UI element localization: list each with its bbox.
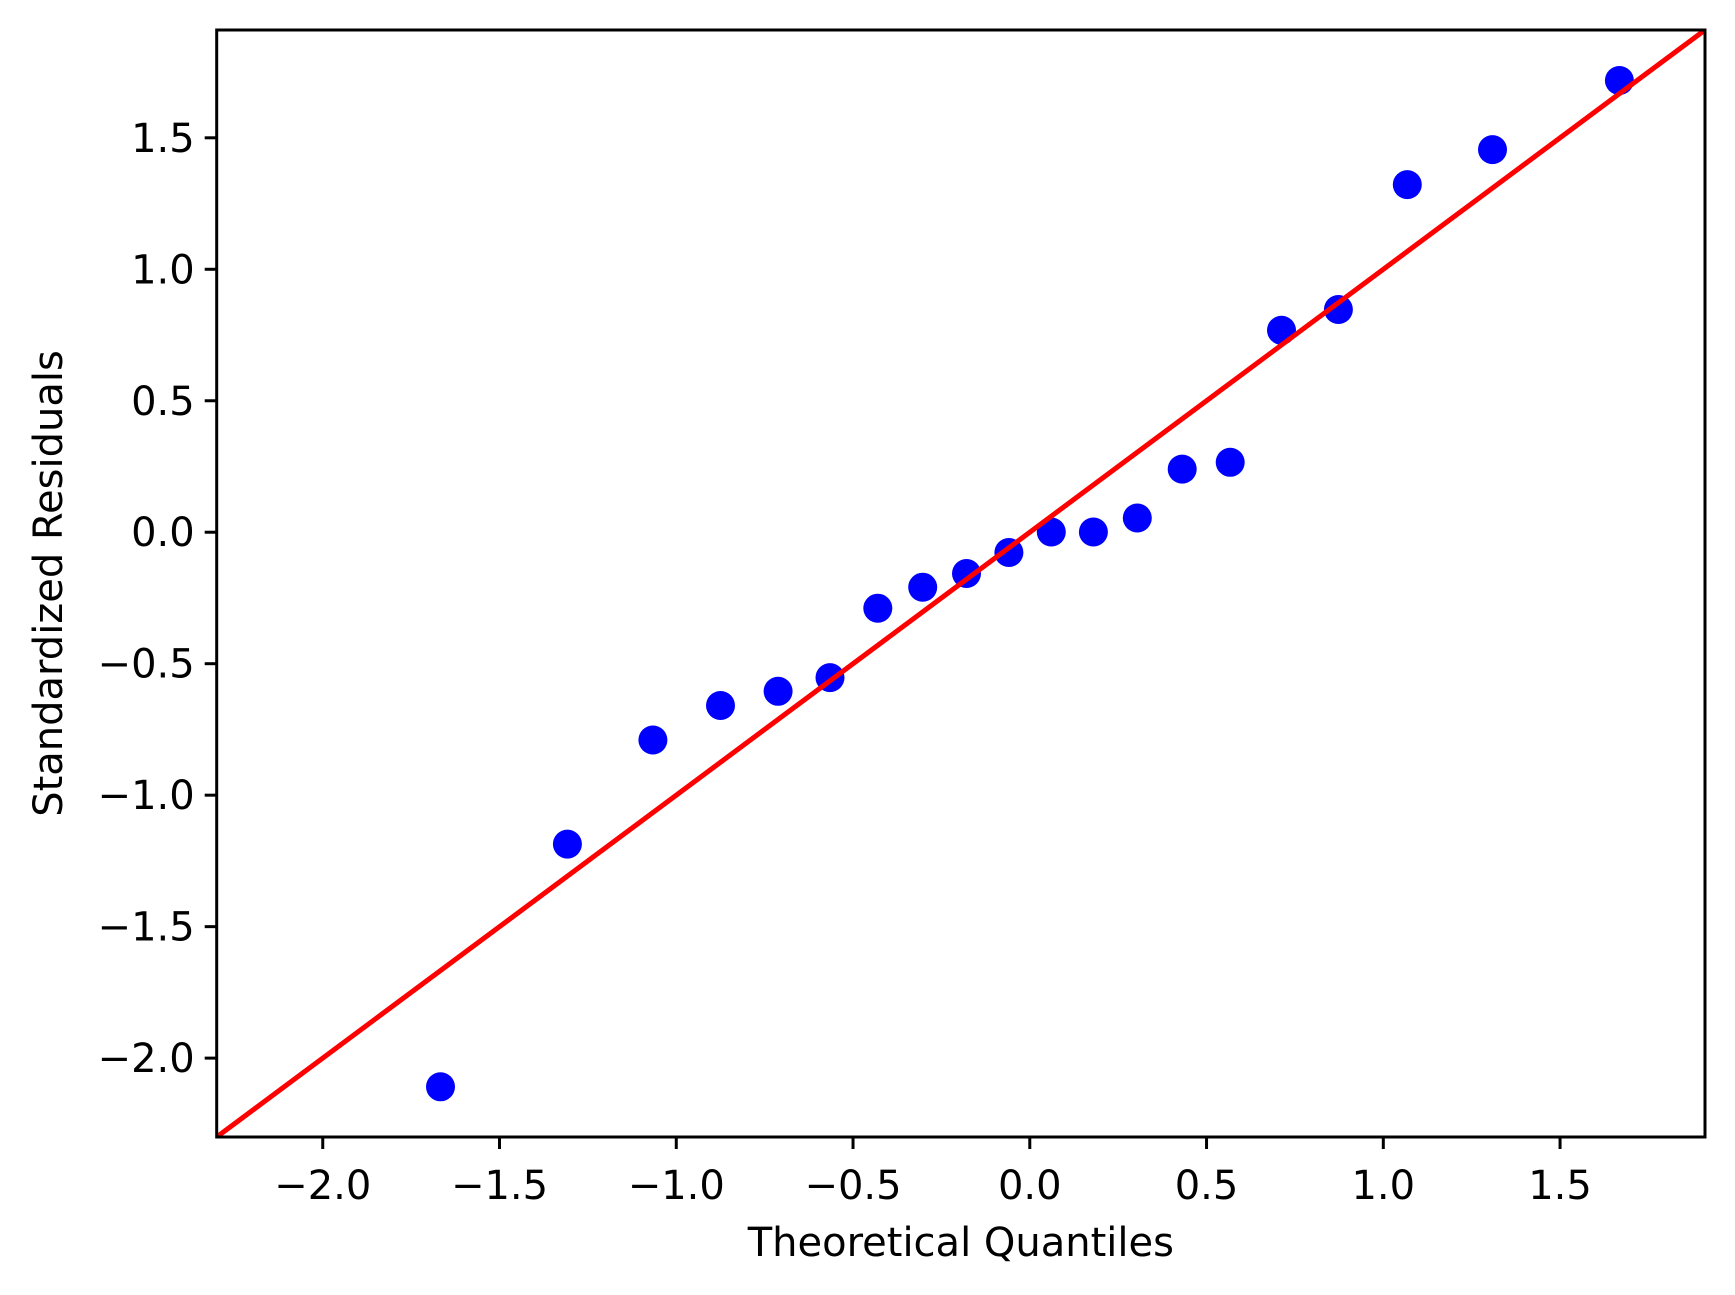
x-axis-ticks: −2.0 −1.5 −1.0 −0.5 0.0 0.5 1.0 1.5 bbox=[274, 1137, 1592, 1209]
y-tick-label: 0.5 bbox=[131, 379, 195, 425]
x-axis-label: Theoretical Quantiles bbox=[747, 1220, 1174, 1266]
y-tick-label: −0.5 bbox=[98, 642, 195, 688]
data-point bbox=[1392, 170, 1422, 200]
data-point bbox=[1122, 503, 1152, 533]
x-tick-label: 1.5 bbox=[1528, 1163, 1592, 1209]
x-tick-label: 1.0 bbox=[1351, 1163, 1415, 1209]
reference-line bbox=[216, 30, 1706, 1137]
x-tick-label: 0.0 bbox=[998, 1163, 1062, 1209]
axes-frame bbox=[215, 28, 1707, 1139]
data-point bbox=[1478, 135, 1507, 165]
data-point bbox=[1036, 517, 1066, 547]
plot-data-layer bbox=[216, 30, 1706, 1137]
data-point bbox=[763, 676, 793, 706]
y-tick-label: 0.0 bbox=[131, 510, 195, 556]
x-tick-label: −0.5 bbox=[804, 1163, 901, 1209]
y-tick-label: 1.0 bbox=[131, 247, 195, 293]
y-tick-label: −2.0 bbox=[98, 1036, 195, 1082]
x-tick-label: −1.0 bbox=[628, 1163, 725, 1209]
data-point bbox=[863, 593, 893, 623]
data-point bbox=[1078, 517, 1108, 547]
y-tick-label: −1.5 bbox=[98, 905, 195, 951]
data-point bbox=[706, 691, 735, 720]
x-tick-label: 0.5 bbox=[1175, 1163, 1239, 1209]
data-point bbox=[908, 572, 938, 602]
data-point bbox=[1167, 454, 1197, 484]
x-tick-label: −2.0 bbox=[274, 1163, 371, 1209]
x-tick-label: −1.5 bbox=[451, 1163, 548, 1209]
data-point bbox=[552, 829, 582, 859]
y-axis-ticks: −2.0 −1.5 −1.0 −0.5 0.0 0.5 1.0 1.5 bbox=[98, 116, 217, 1082]
data-point bbox=[1215, 447, 1245, 477]
data-point bbox=[426, 1072, 455, 1102]
y-tick-label: 1.5 bbox=[131, 116, 195, 162]
data-point bbox=[1323, 295, 1353, 324]
y-axis-label: Standardized Residuals bbox=[26, 350, 72, 817]
y-tick-label: −1.0 bbox=[98, 773, 195, 819]
data-point bbox=[952, 559, 981, 588]
data-point bbox=[638, 725, 668, 755]
